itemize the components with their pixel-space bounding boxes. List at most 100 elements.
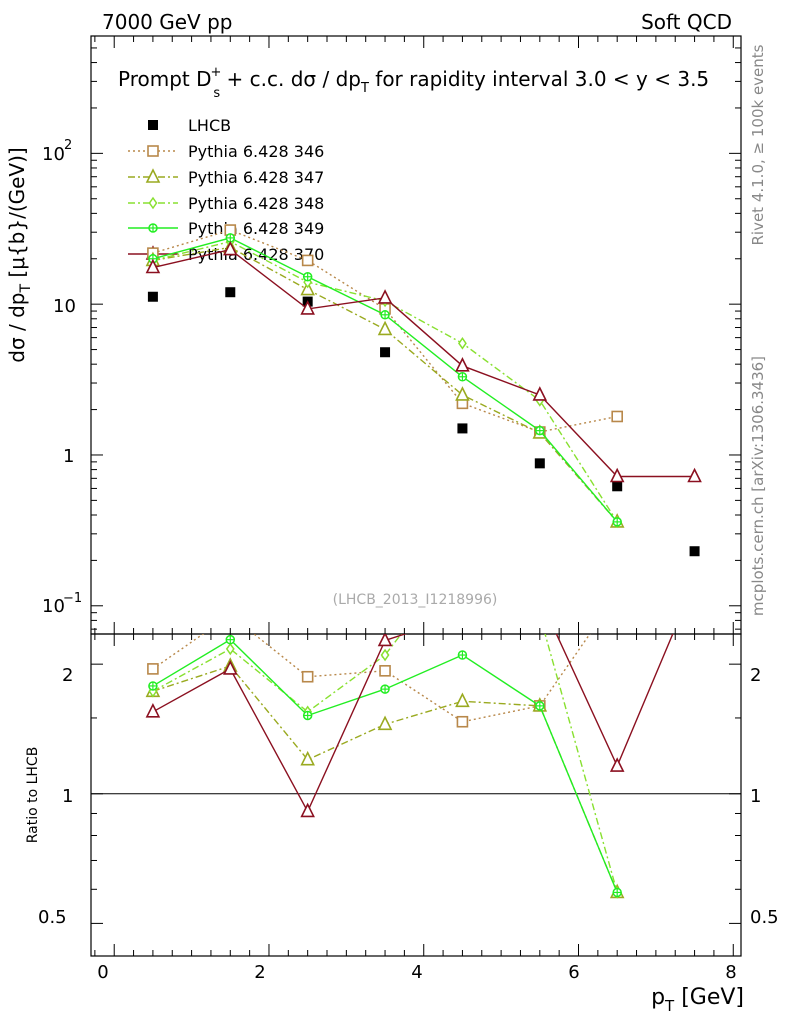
main-y-tick-labels: 10 −1 1 10 10 2 [42, 138, 82, 617]
data-point [612, 481, 623, 492]
legend-label-p349: Pythia 6.428 349 [188, 219, 324, 238]
ratio-point [301, 670, 314, 683]
data-point [611, 410, 623, 423]
analysis-watermark: (LHCB_2013_I1218996) [333, 592, 498, 608]
data-point [609, 467, 625, 483]
x-axis-label: pT [GeV] [651, 985, 744, 1015]
data-point [455, 357, 470, 372]
data-point [380, 310, 390, 320]
series-pythia-349 [148, 233, 622, 527]
data-point [455, 386, 470, 401]
mcplots-label: mcplots.cern.ch [arXiv:1306.3436] [749, 356, 767, 616]
legend-label-lhcb: LHCB [188, 116, 231, 135]
data-point [300, 300, 315, 315]
legend-marker [147, 145, 159, 157]
ratio-clipped [145, 634, 674, 899]
ratio-ytick-1: 1 [62, 786, 73, 807]
ratio-point [535, 701, 545, 711]
series-pythia-348 [148, 235, 622, 529]
ratio-ytick-2-right: 2 [750, 665, 761, 686]
ratio-point [225, 642, 235, 656]
data-point [457, 423, 468, 434]
data-point [222, 240, 238, 256]
ratio-point [145, 703, 161, 718]
ratio-point [147, 663, 159, 675]
series-line [152, 246, 618, 523]
ratio-point [609, 757, 625, 772]
legend-marker [145, 168, 161, 183]
ratio-point [222, 660, 238, 675]
series-line [152, 248, 695, 478]
data-point [458, 337, 467, 350]
header-energy: 7000 GeV pp [102, 10, 233, 34]
data-point [300, 280, 315, 296]
ratio-series-layer [145, 634, 674, 899]
ratio-line [152, 665, 618, 893]
series-line [152, 237, 618, 523]
data-point [380, 347, 391, 358]
ratio-point [456, 715, 469, 728]
ratio-point [612, 887, 622, 898]
ratio-line [152, 634, 674, 813]
ratio-series-346 [147, 634, 591, 728]
ratio-y-axis-label: Ratio to LHCB [25, 747, 41, 844]
ratio-point [380, 684, 390, 694]
ytick-label-0p1: 10 [42, 596, 65, 617]
ratio-ytick-0p5: 0.5 [38, 907, 67, 928]
data-point [377, 289, 393, 304]
ratio-point [457, 650, 468, 660]
xtick-0: 0 [97, 962, 108, 983]
axis-ticks [91, 35, 741, 956]
ratio-point [455, 692, 470, 708]
ratio-series-347 [145, 657, 625, 899]
ratio-point [379, 665, 391, 677]
ratio-y-tick-labels: 0.5 1 2 0.5 1 2 [38, 665, 779, 928]
ratio-point [300, 802, 315, 818]
legend-marker [148, 223, 158, 233]
series-line [152, 240, 618, 523]
data-point [532, 386, 548, 401]
ratio-point [377, 634, 393, 647]
ratio-ytick-2: 2 [62, 665, 73, 686]
x-tick-labels: 0 2 4 6 8 [97, 962, 736, 983]
ytick-exp-0p1: −1 [63, 591, 82, 606]
ratio-point [300, 750, 315, 766]
ratio-point [225, 634, 236, 645]
ytick-label-1: 1 [63, 446, 74, 467]
data-point [302, 271, 313, 282]
data-point [535, 425, 545, 436]
main-y-axis-label: dσ / dpT [μ{b}/(GeV)] [5, 147, 34, 362]
xtick-2: 2 [254, 962, 265, 983]
ratio-series-370 [145, 634, 674, 818]
data-point [534, 458, 545, 469]
data-point [301, 254, 314, 267]
legend-label-p346: Pythia 6.428 346 [188, 142, 324, 161]
xtick-6: 6 [568, 962, 579, 983]
data-point [377, 320, 393, 336]
main-series-layer [145, 224, 702, 557]
series-pythia-370 [145, 240, 702, 483]
chart-title: Prompt D+ s + c.c. dσ / dpT for rapidity … [118, 65, 709, 101]
ratio-point [377, 715, 393, 731]
ytick-label-10: 10 [53, 296, 76, 317]
ratio-series-349 [148, 634, 622, 898]
ratio-ytick-1-right: 1 [750, 786, 761, 807]
data-point [225, 287, 236, 298]
ratio-frame [90, 633, 742, 957]
legend: LHCB Pythia 6.428 346 Pythia 6.428 347 P… [128, 116, 324, 264]
xtick-8: 8 [725, 962, 736, 983]
ratio-line [152, 638, 618, 893]
xtick-4: 4 [411, 962, 422, 983]
data-point [689, 546, 700, 557]
ratio-point [148, 681, 158, 691]
legend-label-p348: Pythia 6.428 348 [188, 194, 324, 213]
ytick-exp-100: 2 [64, 138, 72, 153]
ratio-point [380, 648, 390, 662]
data-point [457, 372, 468, 382]
data-point [687, 467, 702, 483]
data-point [612, 517, 622, 527]
data-point [145, 258, 161, 274]
ratio-ytick-0p5-right: 0.5 [750, 907, 779, 928]
ytick-label-100: 10 [42, 144, 65, 165]
